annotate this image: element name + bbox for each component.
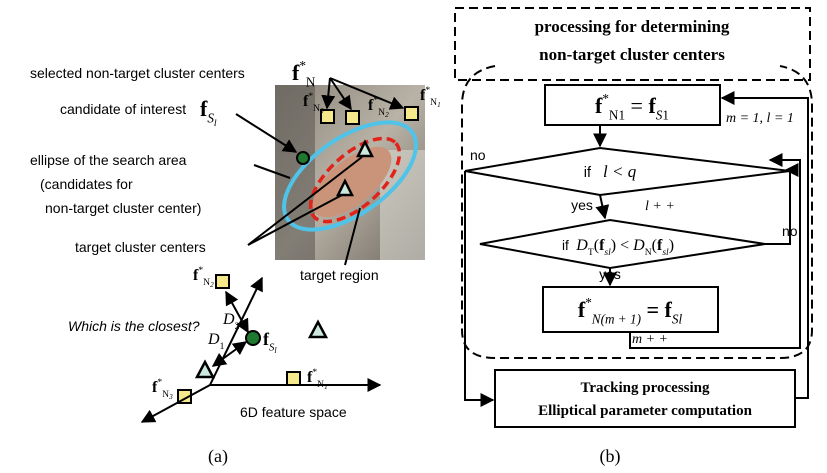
label: (a): [208, 446, 228, 467]
math-part: N: [313, 103, 320, 114]
label: processing for determining: [535, 17, 730, 36]
math-part: 1: [437, 101, 441, 109]
math-part: 3: [168, 393, 173, 401]
label: yes: [599, 266, 621, 282]
flowchart: [455, 8, 812, 427]
math-part: ) <: [611, 237, 633, 254]
label: ellipse of the search area: [30, 152, 187, 168]
math-part: m = 1, l = 1: [726, 111, 794, 126]
math-part: N: [430, 97, 437, 108]
math-part: l + +: [645, 199, 675, 214]
math-part: Sl: [672, 312, 683, 327]
math-part: =: [625, 93, 648, 118]
math-label: D1: [207, 331, 225, 352]
label: Which is the closest?: [68, 318, 200, 334]
math-part: if: [584, 165, 603, 181]
label: target cluster centers: [75, 239, 206, 255]
math-part: N: [203, 277, 210, 288]
math-part: 2: [385, 111, 389, 119]
math-part: *: [373, 95, 378, 106]
math-part: 3: [319, 107, 324, 115]
label: yes: [571, 197, 593, 213]
math-part: D: [575, 237, 588, 254]
math-part: 2: [210, 281, 214, 289]
math-part: N: [162, 389, 169, 400]
math-part: if: [562, 238, 576, 253]
math-label: f*N: [292, 58, 316, 90]
label: non-target cluster center): [45, 200, 201, 216]
math-label: if l < q: [584, 162, 637, 181]
math-part: *: [312, 367, 317, 378]
math-part: *: [198, 265, 203, 276]
math-part: D: [222, 311, 235, 328]
label: Elliptical parameter computation: [538, 403, 753, 419]
math-part: *: [585, 295, 592, 310]
math-part: D: [632, 237, 645, 254]
math-part: l < q: [603, 162, 637, 181]
math-part: m + +: [632, 332, 668, 347]
math-part: N: [317, 379, 324, 390]
math-part: *: [308, 91, 313, 102]
label: (b): [600, 446, 621, 467]
math-part: =: [641, 297, 665, 322]
math-part: 1: [324, 383, 328, 391]
math-label: m + +: [632, 332, 668, 347]
math-part: 1: [662, 108, 669, 123]
math-label: m = 1, l = 1: [726, 111, 794, 126]
math-label: f*N1: [307, 367, 328, 391]
math-part: N(m + 1): [591, 312, 641, 327]
label: Tracking processing: [580, 380, 710, 396]
label: no: [470, 147, 486, 163]
math-part: D: [207, 331, 220, 348]
math-label: f*N2: [193, 265, 214, 289]
label: 6D feature space: [240, 404, 347, 420]
math-part: *: [425, 85, 430, 96]
figure: selected non-target cluster centers candi…: [0, 0, 827, 473]
label: target region: [300, 267, 379, 283]
math-label: D2: [222, 311, 240, 332]
math-part: l: [214, 118, 217, 129]
math-part: N: [378, 107, 385, 118]
math-part: 2: [235, 321, 240, 332]
math-part: *: [299, 58, 306, 73]
label: non-target cluster centers: [539, 45, 725, 64]
label: no: [782, 223, 798, 239]
math-part: 1: [220, 341, 225, 352]
math-part: N: [609, 108, 619, 123]
math-label: f*N3: [152, 377, 173, 401]
math-part: ): [669, 237, 674, 254]
label: candidate of interest: [60, 101, 186, 117]
math-label: l + +: [645, 199, 675, 214]
math-label: fSl: [200, 96, 217, 129]
label: (candidates for: [40, 176, 133, 192]
math-part: *: [157, 377, 162, 388]
math-part: *: [602, 91, 609, 106]
math-label: fSl: [263, 329, 277, 355]
math-part: l: [274, 346, 277, 355]
label: selected non-target cluster centers: [30, 65, 245, 81]
math-part: N: [306, 75, 316, 90]
